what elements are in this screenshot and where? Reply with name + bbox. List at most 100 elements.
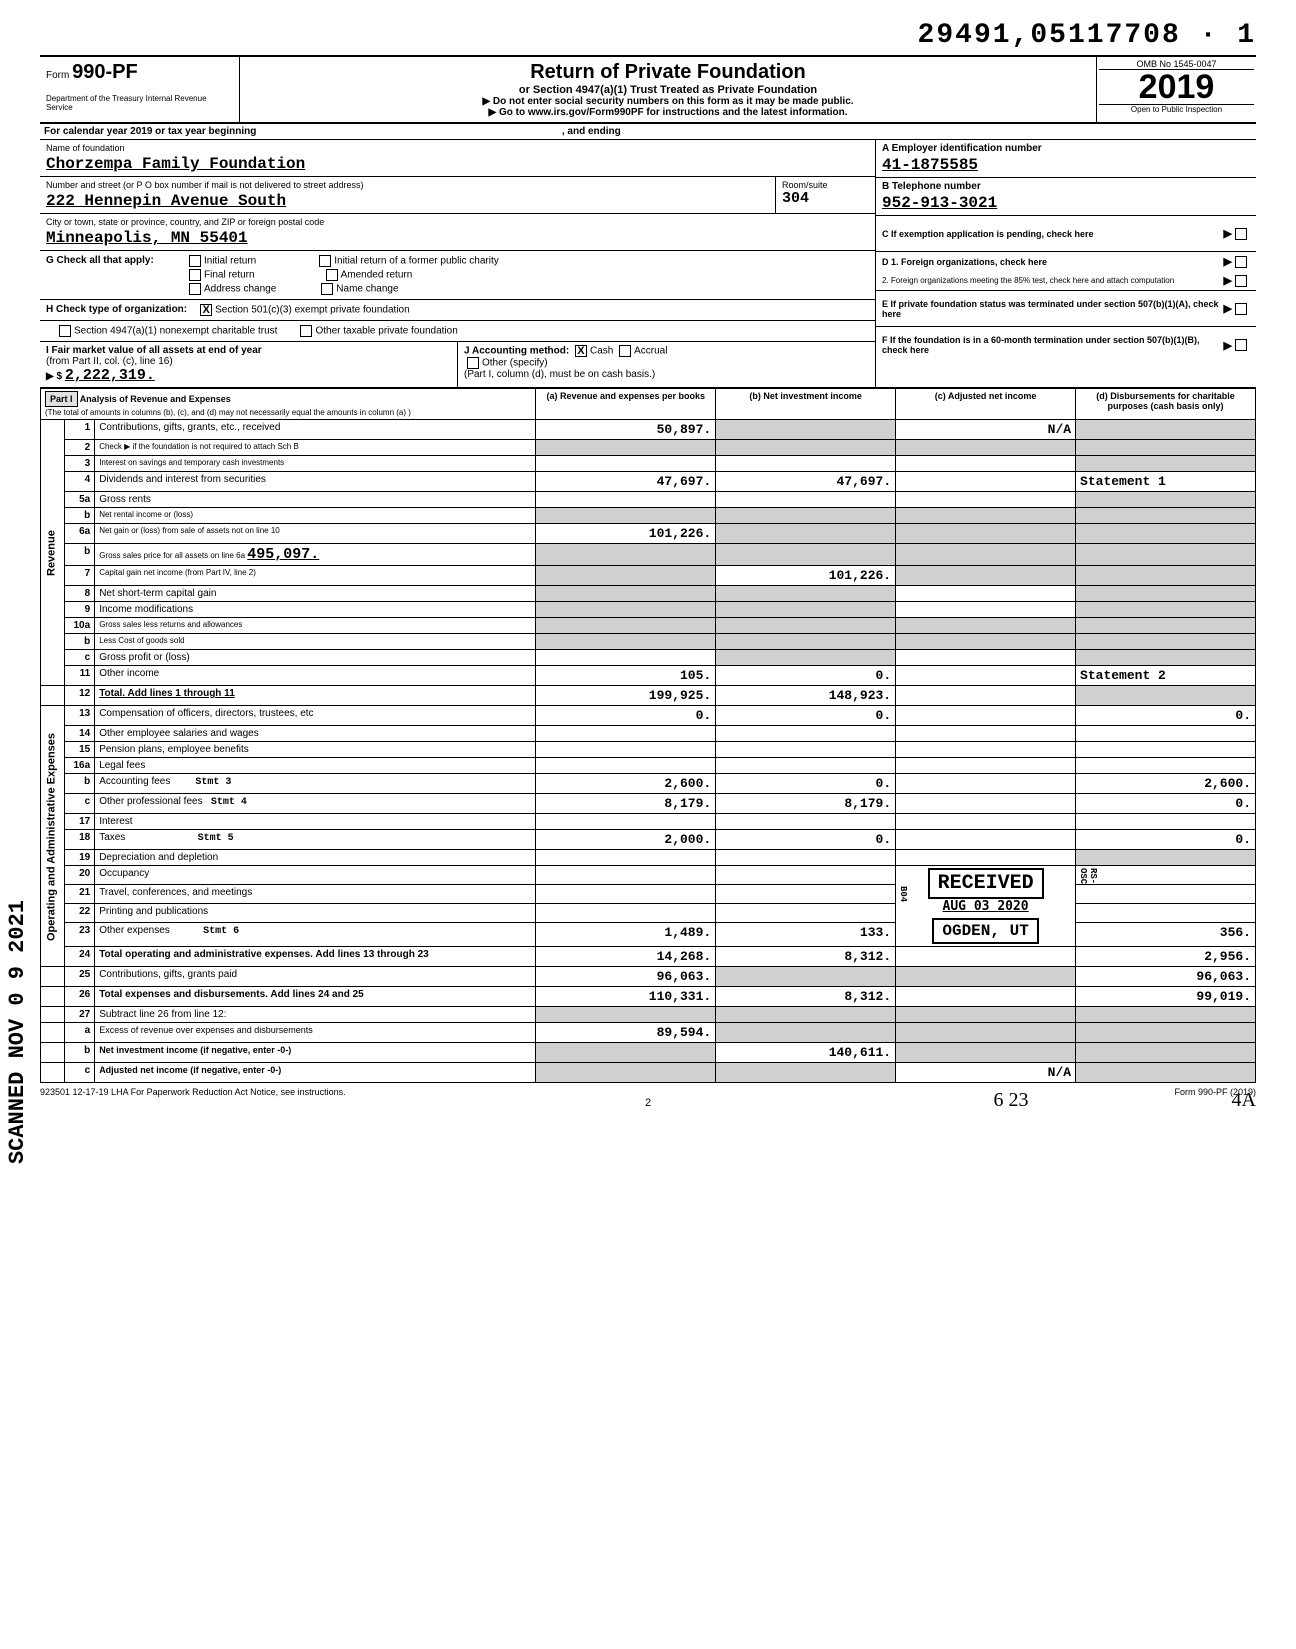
line-num: b — [65, 1043, 95, 1063]
line-desc: Interest on savings and temporary cash i… — [95, 456, 536, 472]
initial-public-checkbox[interactable] — [319, 255, 331, 267]
other-taxable-checkbox[interactable] — [300, 325, 312, 337]
foundation-address: 222 Hennepin Avenue South — [46, 192, 765, 210]
line-val-b: 140,611. — [716, 1043, 896, 1063]
part1-header-sub: (The total of amounts in columns (b), (c… — [45, 408, 411, 417]
line-val-d: Statement 2 — [1076, 666, 1256, 686]
line-val-b: 0. — [716, 830, 896, 850]
line-val-b: 8,179. — [716, 794, 896, 814]
initial-return-checkbox[interactable] — [189, 255, 201, 267]
line-val-c: N/A — [896, 1063, 1076, 1083]
initial-return-label: Initial return — [204, 256, 256, 267]
line-val-a: 8,179. — [536, 794, 716, 814]
address-change-checkbox[interactable] — [189, 283, 201, 295]
line-val-b: 148,923. — [716, 686, 896, 706]
line-num: 20 — [65, 866, 95, 885]
dept-treasury: Department of the Treasury Internal Reve… — [46, 94, 233, 112]
box-i-arrow: ▶ $ — [46, 371, 62, 382]
box-c-checkbox[interactable] — [1235, 228, 1247, 240]
line-num: 10a — [65, 618, 95, 634]
line-val-c: N/A — [896, 420, 1076, 440]
foundation-city: Minneapolis, MN 55401 — [46, 229, 869, 247]
4947-label: Section 4947(a)(1) nonexempt charitable … — [74, 326, 277, 337]
line-desc: Printing and publications — [95, 904, 536, 923]
scanned-stamp: SCANNED NOV 0 9 2021 — [5, 900, 30, 1164]
line-num: c — [65, 650, 95, 666]
line-val-a: 2,000. — [536, 830, 716, 850]
line-desc: Total. Add lines 1 through 11 — [95, 686, 536, 706]
line-desc: Net investment income (if negative, ente… — [95, 1043, 536, 1063]
line-val-a: 101,226. — [536, 524, 716, 544]
line-num: 18 — [65, 830, 95, 850]
line-num: 23 — [65, 923, 95, 947]
other-method-checkbox[interactable] — [467, 357, 479, 369]
line-desc: Legal fees — [95, 758, 536, 774]
line-num: 7 — [65, 566, 95, 586]
accrual-label: Accrual — [634, 346, 667, 357]
501c3-label: Section 501(c)(3) exempt private foundat… — [215, 305, 410, 316]
final-return-checkbox[interactable] — [189, 269, 201, 281]
line-num: c — [65, 1063, 95, 1083]
stmt-ref: Stmt 3 — [195, 777, 231, 788]
line-val-d: 2,600. — [1076, 774, 1256, 794]
box-d1-checkbox[interactable] — [1235, 256, 1247, 268]
line-num: b — [65, 634, 95, 650]
box-f-checkbox[interactable] — [1235, 339, 1247, 351]
expenses-section-label: Operating and Administrative Expenses — [41, 706, 65, 967]
line-val-d: 2,956. — [1076, 947, 1256, 967]
gross-sales-inline: 495,097. — [247, 546, 319, 563]
line-val-a: 2,600. — [536, 774, 716, 794]
room-suite: 304 — [782, 190, 809, 207]
part1-table: Part I Analysis of Revenue and Expenses … — [40, 388, 1256, 1083]
line-val-b: 0. — [716, 706, 896, 726]
name-change-checkbox[interactable] — [321, 283, 333, 295]
line-num: 27 — [65, 1007, 95, 1023]
line-val-b: 8,312. — [716, 947, 896, 967]
line-desc: Income modifications — [95, 602, 536, 618]
calendar-year-row: For calendar year 2019 or tax year begin… — [40, 124, 1256, 140]
line-desc: Contributions, gifts, grants paid — [95, 967, 536, 987]
line-val-a: 110,331. — [536, 987, 716, 1007]
line-val-b: 0. — [716, 666, 896, 686]
stmt-ref: Stmt 5 — [198, 833, 234, 844]
box-e-checkbox[interactable] — [1235, 303, 1247, 315]
line-num: 6a — [65, 524, 95, 544]
other-taxable-label: Other taxable private foundation — [315, 326, 457, 337]
line-desc: Subtract line 26 from line 12: — [95, 1007, 536, 1023]
form-subtitle: or Section 4947(a)(1) Trust Treated as P… — [246, 84, 1090, 96]
fmv-value: 2,222,319. — [65, 367, 155, 384]
line-desc: Net short-term capital gain — [95, 586, 536, 602]
box-a-label: A Employer identification number — [882, 143, 1250, 154]
line-num: b — [65, 508, 95, 524]
line-desc: Gross sales less returns and allowances — [95, 618, 536, 634]
stmt-ref: Stmt 4 — [211, 797, 247, 808]
cash-basis-note: (Part I, column (d), must be on cash bas… — [464, 369, 655, 380]
received-date: AUG 03 2020 — [943, 899, 1029, 914]
col-c-header: (c) Adjusted net income — [896, 389, 1076, 420]
rsosc-stamp: RS-OSC — [1078, 868, 1098, 884]
handwritten-2: 4A — [1232, 1089, 1256, 1111]
line-desc: Check ▶ if the foundation is not require… — [95, 440, 536, 456]
amended-checkbox[interactable] — [326, 269, 338, 281]
box-d2-checkbox[interactable] — [1235, 275, 1247, 287]
line-val-d: 99,019. — [1076, 987, 1256, 1007]
dln-number: 29491,05117708 · 1 — [40, 20, 1256, 51]
line-num: 26 — [65, 987, 95, 1007]
line-desc: Pension plans, employee benefits — [95, 742, 536, 758]
4947-checkbox[interactable] — [59, 325, 71, 337]
stmt-ref: Stmt 6 — [203, 926, 239, 937]
box-b-label: B Telephone number — [882, 181, 1250, 192]
line-desc: Total operating and administrative expen… — [95, 947, 536, 967]
line-desc: Compensation of officers, directors, tru… — [95, 706, 536, 726]
part1-header: Analysis of Revenue and Expenses — [80, 394, 231, 404]
form-number: 990-PF — [72, 61, 138, 83]
501c3-checkbox[interactable]: X — [200, 304, 212, 316]
line-desc: Depreciation and depletion — [95, 850, 536, 866]
final-return-label: Final return — [204, 270, 255, 281]
line-num: 11 — [65, 666, 95, 686]
city-label: City or town, state or province, country… — [46, 217, 869, 227]
cash-checkbox[interactable]: X — [575, 345, 587, 357]
accrual-checkbox[interactable] — [619, 345, 631, 357]
line-desc: Total expenses and disbursements. Add li… — [95, 987, 536, 1007]
line-num: 8 — [65, 586, 95, 602]
